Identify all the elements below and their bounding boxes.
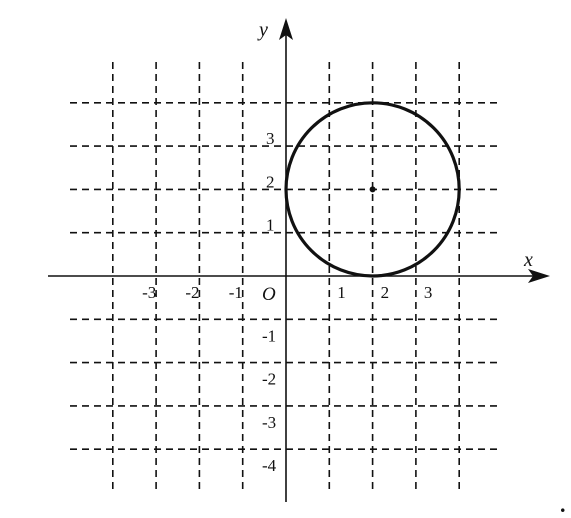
y-axis-arrowhead xyxy=(279,18,293,40)
origin-label: O xyxy=(262,284,276,305)
circle-group xyxy=(284,101,461,278)
x-tick-label: -1 xyxy=(229,283,243,302)
y-axis-label: y xyxy=(257,19,268,41)
y-tick-label: 2 xyxy=(266,172,275,191)
y-tick-label: -1 xyxy=(262,326,276,345)
trailing-period: . xyxy=(560,492,566,517)
tick-labels: -3 -2 -1 1 2 3 3 2 1 -1 -2 -3 -4 xyxy=(142,129,432,475)
x-tick-label: 2 xyxy=(381,283,390,302)
y-tick-label: -2 xyxy=(262,370,276,389)
y-tick-label: -3 xyxy=(262,413,276,432)
x-axis-arrowhead xyxy=(528,269,550,283)
x-axis-label: x xyxy=(523,249,533,271)
x-tick-label: 1 xyxy=(337,283,346,302)
x-tick-label: -3 xyxy=(142,283,156,302)
circle-center-dot xyxy=(369,186,376,193)
circle xyxy=(284,101,461,278)
x-tick-label: 3 xyxy=(424,283,433,302)
axes: x y O xyxy=(48,18,550,502)
y-tick-label: -4 xyxy=(262,456,277,475)
y-tick-label: 1 xyxy=(266,216,275,235)
x-tick-label: -2 xyxy=(185,283,199,302)
y-tick-label: 3 xyxy=(266,129,275,148)
